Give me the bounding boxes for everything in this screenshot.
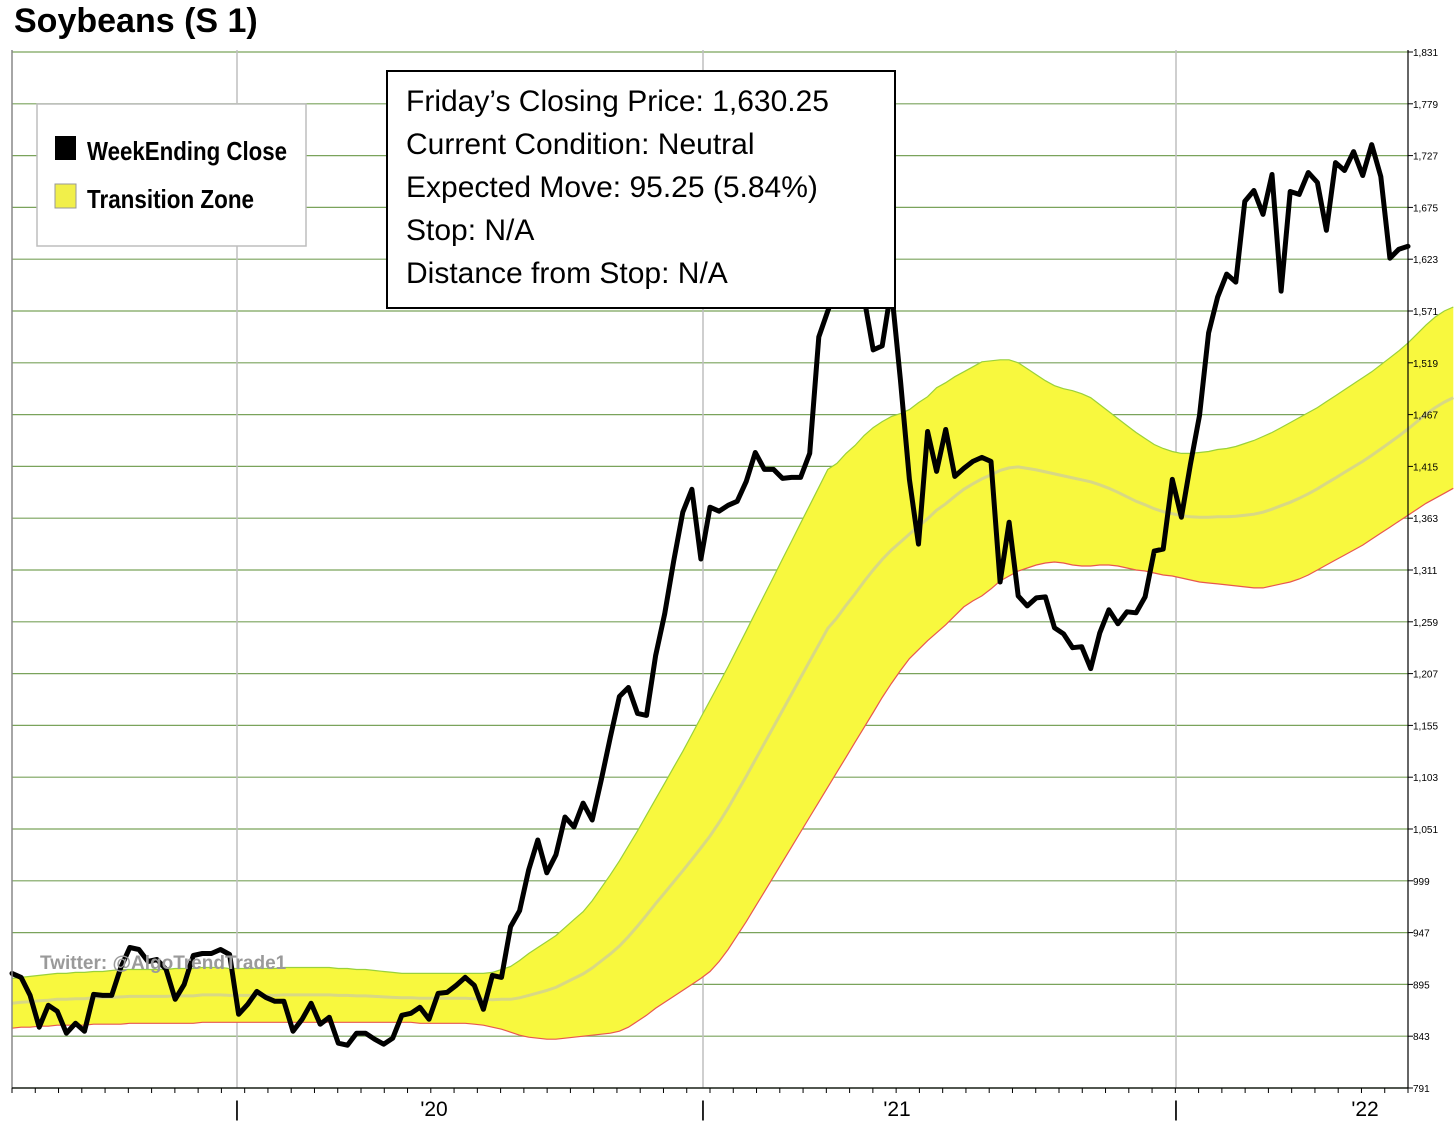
x-tick-label: | <box>1173 1098 1178 1121</box>
info-line: Current Condition: Neutral <box>406 128 755 161</box>
y-tick-label: 1,207 <box>1413 670 1438 681</box>
y-tick-label: 1,259 <box>1413 618 1438 629</box>
info-line: Stop: N/A <box>406 214 534 247</box>
y-tick-label: 1,415 <box>1413 462 1438 473</box>
y-tick-label: 843 <box>1413 1032 1430 1043</box>
transition-zone-upper-edge <box>11 306 1454 979</box>
y-tick-label: 1,623 <box>1413 255 1438 266</box>
legend-label-close: WeekEnding Close <box>87 136 287 166</box>
y-tick-label: 1,051 <box>1413 825 1438 836</box>
y-tick-label: 1,675 <box>1413 203 1438 214</box>
x-axis: | '20 | '21 | '22 <box>11 1088 1409 1121</box>
watermark-text: Twitter: @AlgoTrendTrade1 <box>40 953 287 974</box>
y-tick-label: 1,311 <box>1413 566 1438 577</box>
transition-zone-lower-edge <box>11 487 1454 1040</box>
legend: WeekEnding Close Transition Zone <box>36 103 307 247</box>
y-tick-label: 1,727 <box>1413 152 1438 163</box>
info-box-frame <box>386 70 896 309</box>
y-tick-label: 1,103 <box>1413 773 1438 784</box>
legend-swatch-zone <box>54 183 77 209</box>
y-tick-label: 999 <box>1413 877 1430 888</box>
weekending-close-series <box>9 142 1411 1048</box>
y-tick-label: 791 <box>1413 1084 1430 1095</box>
info-line: Friday’s Closing Price: 1,630.25 <box>406 85 829 118</box>
x-tick-label: | <box>234 1098 239 1121</box>
y-tick-label: 1,831 <box>1413 48 1438 59</box>
legend-box <box>36 103 307 247</box>
watermark: Twitter: @AlgoTrendTrade1 <box>40 953 287 974</box>
weekending-close-line <box>9 142 1411 1048</box>
x-tick-label: '22 <box>1351 1098 1378 1121</box>
info-box: Friday’s Closing Price: 1,630.25 Current … <box>386 70 896 309</box>
y-tick-label: 1,467 <box>1413 411 1438 422</box>
y-tick-label: 1,571 <box>1413 307 1438 318</box>
y-tick-label: 1,363 <box>1413 514 1438 525</box>
y-tick-label: 947 <box>1413 929 1430 940</box>
legend-label-zone: Transition Zone <box>87 184 254 214</box>
y-tick-label: 895 <box>1413 980 1430 991</box>
y-axis: 1,831 1,779 1,727 1,675 1,623 1,571 1,519 1,467… <box>1408 48 1438 1095</box>
x-tick-label: '20 <box>420 1098 447 1121</box>
y-tick-label: 1,519 <box>1413 359 1438 370</box>
transition-zone-band <box>12 307 1454 1040</box>
x-tick-label: '21 <box>883 1098 910 1121</box>
x-tick-label: | <box>700 1098 705 1121</box>
info-line: Distance from Stop: N/A <box>406 257 728 290</box>
y-tick-label: 1,779 <box>1413 100 1438 111</box>
legend-swatch-close <box>55 136 76 160</box>
chart-title: Soybeans (S 1) <box>14 2 258 40</box>
info-line: Expected Move: 95.25 (5.84%) <box>406 171 818 204</box>
y-tick-label: 1,155 <box>1413 721 1438 732</box>
